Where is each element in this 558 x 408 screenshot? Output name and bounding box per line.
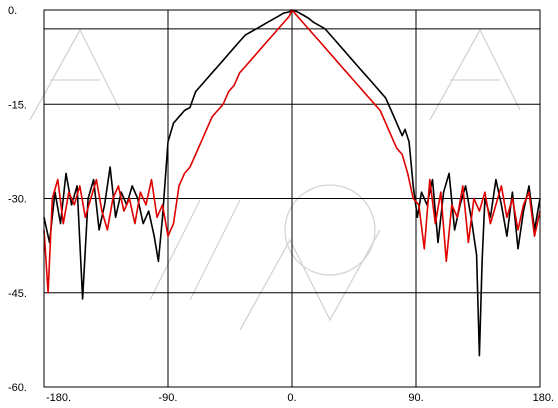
watermark-letter-a1	[29, 28, 121, 121]
chart-grid	[44, 10, 540, 387]
watermark	[29, 28, 521, 331]
watermark-letter-a2	[429, 28, 521, 121]
watermark-letter-o	[284, 184, 376, 276]
series-line-1	[43, 9, 541, 294]
x-tick-label: -180.	[46, 392, 71, 404]
y-tick-label: -30.	[8, 194, 27, 206]
watermark-letter-n	[239, 229, 381, 331]
y-tick-label: -60.	[8, 382, 27, 394]
x-tick-label: 0.	[287, 392, 296, 404]
chart-series	[43, 9, 541, 357]
y-tick-label: -45.	[8, 288, 27, 300]
x-tick-label: 90.	[408, 392, 423, 404]
y-tick-label: -15.	[8, 99, 27, 111]
series-line-0	[43, 9, 541, 357]
x-tick-label: 180.	[533, 392, 554, 404]
tick-labels: -180. -90. 0. 90. 180. 0. -15. -30. -45. -60.	[8, 5, 554, 404]
x-tick-label: -90.	[159, 392, 178, 404]
watermark-letter-i	[149, 199, 241, 301]
y-tick-label: 0.	[8, 5, 17, 17]
plot-frame	[43, 9, 541, 388]
